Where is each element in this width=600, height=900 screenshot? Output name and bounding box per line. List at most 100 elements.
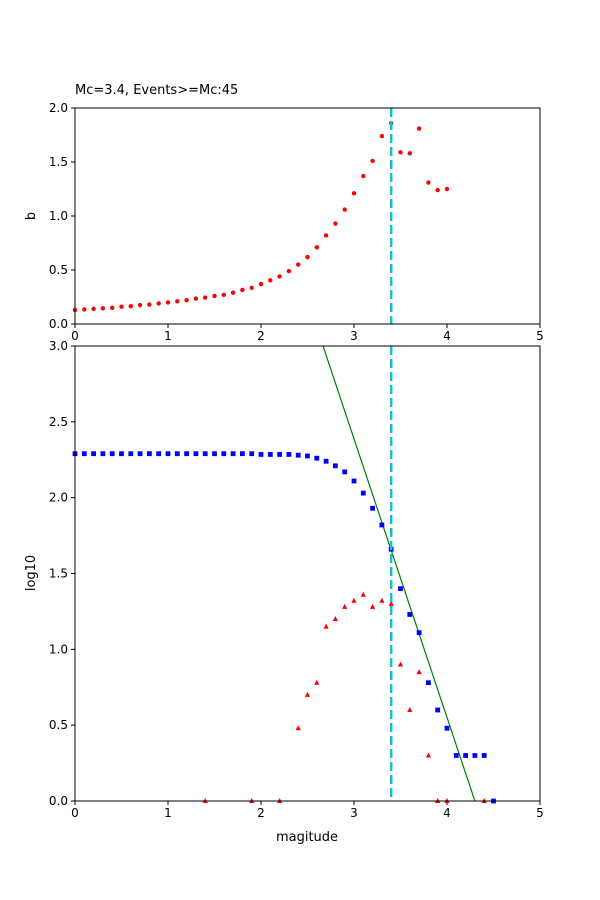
y-tick-label: 0.0 — [49, 317, 68, 331]
data-point — [314, 455, 320, 461]
data-point — [416, 126, 422, 131]
y-tick-label: 1.5 — [49, 567, 68, 581]
data-point — [230, 290, 236, 295]
y-tick-label: 0.5 — [49, 718, 68, 732]
data-point — [398, 586, 403, 592]
data-point — [342, 469, 348, 475]
x-tick-label: 0 — [71, 329, 79, 343]
data-point — [416, 669, 422, 675]
fit-line — [322, 345, 476, 802]
data-point — [175, 299, 180, 304]
data-point — [444, 725, 450, 731]
data-point — [81, 451, 87, 457]
data-point — [453, 753, 459, 758]
data-point — [397, 661, 404, 667]
data-point — [267, 452, 273, 457]
data-point — [240, 287, 245, 293]
data-point — [305, 254, 310, 260]
x-tick-label: 4 — [443, 329, 451, 343]
data-point — [407, 707, 413, 712]
data-point — [109, 451, 115, 457]
x-tick-label: 5 — [536, 806, 544, 820]
data-point — [407, 612, 413, 617]
data-point — [314, 679, 320, 685]
data-point — [323, 233, 329, 238]
data-point — [314, 245, 319, 250]
data-point — [398, 150, 403, 155]
data-point — [156, 451, 162, 457]
data-point — [370, 505, 375, 511]
data-point — [184, 451, 189, 457]
data-point — [147, 451, 152, 457]
y-tick-label: 2.0 — [49, 491, 68, 505]
x-tick-label: 3 — [350, 329, 358, 343]
data-point — [230, 451, 236, 457]
data-point — [286, 268, 292, 274]
x-tick-label: 3 — [350, 806, 358, 820]
y-tick-label: 2.0 — [49, 101, 68, 115]
data-point — [435, 707, 441, 713]
x-tick-label: 5 — [536, 329, 544, 343]
b-value-panel: Mc=3.4, Events>=Mc:45 b 0 1 2 3 4 5 0.0 0.5 1.0 1… — [24, 83, 544, 343]
chart-title: Mc=3.4, Events>=Mc:45 — [75, 83, 238, 98]
data-point — [137, 451, 143, 457]
y-tick-label: 0.5 — [49, 263, 68, 277]
data-point — [296, 262, 301, 267]
x-tick-label: 0 — [71, 806, 79, 820]
data-point — [351, 478, 357, 484]
data-point — [351, 191, 357, 196]
y-tick-label: 1.0 — [49, 642, 68, 656]
data-point — [286, 452, 292, 457]
x-axis-label: magitude — [276, 830, 338, 845]
data-point — [323, 458, 329, 464]
axis-ticks: 0 1 2 3 4 5 0.0 0.5 1.0 1.5 2.0 — [49, 101, 544, 343]
data-point — [333, 221, 338, 226]
data-point — [407, 151, 412, 156]
data-point — [165, 300, 171, 305]
data-point — [379, 597, 385, 603]
data-point — [82, 307, 87, 312]
data-point — [128, 303, 133, 309]
data-point — [119, 304, 124, 309]
data-point — [426, 180, 431, 185]
data-point — [323, 623, 329, 629]
data-point — [240, 451, 245, 457]
y-tick-label: 1.5 — [49, 155, 68, 169]
data-point — [360, 490, 366, 496]
data-point — [304, 691, 311, 697]
y-axis-label: b — [24, 212, 39, 220]
frequency-magnitude-panel: log10 magitude 0 1 2 3 4 5 0.0 0.5 1.0 1.5 2.0 2.5 3… — [24, 339, 544, 845]
data-point — [184, 298, 189, 303]
data-point — [110, 305, 115, 310]
y-tick-label: 0.0 — [49, 794, 68, 808]
x-tick-label: 4 — [443, 806, 451, 820]
data-point — [137, 302, 143, 308]
data-point — [379, 133, 385, 139]
data-point — [370, 603, 376, 609]
data-point — [435, 187, 440, 193]
data-point — [165, 451, 171, 457]
plot-frame — [74, 107, 541, 325]
y-tick-label: 2.5 — [49, 415, 68, 429]
data-point — [360, 591, 366, 597]
data-point — [258, 281, 264, 287]
data-point — [128, 451, 134, 457]
data-point — [379, 522, 385, 528]
data-point — [202, 451, 208, 457]
data-point — [388, 600, 394, 606]
data-point — [249, 285, 254, 291]
data-point — [295, 452, 301, 458]
data-point — [351, 597, 357, 603]
x-tick-label: 1 — [164, 806, 172, 820]
data-point — [212, 451, 217, 457]
data-point — [332, 616, 338, 621]
data-point — [444, 186, 450, 192]
data-point — [370, 158, 375, 164]
data-point — [333, 463, 338, 469]
data-point — [100, 306, 106, 311]
data-point — [91, 306, 96, 312]
y-axis-label: log10 — [24, 555, 39, 591]
data-point — [193, 296, 199, 301]
plot-frame — [74, 345, 541, 802]
